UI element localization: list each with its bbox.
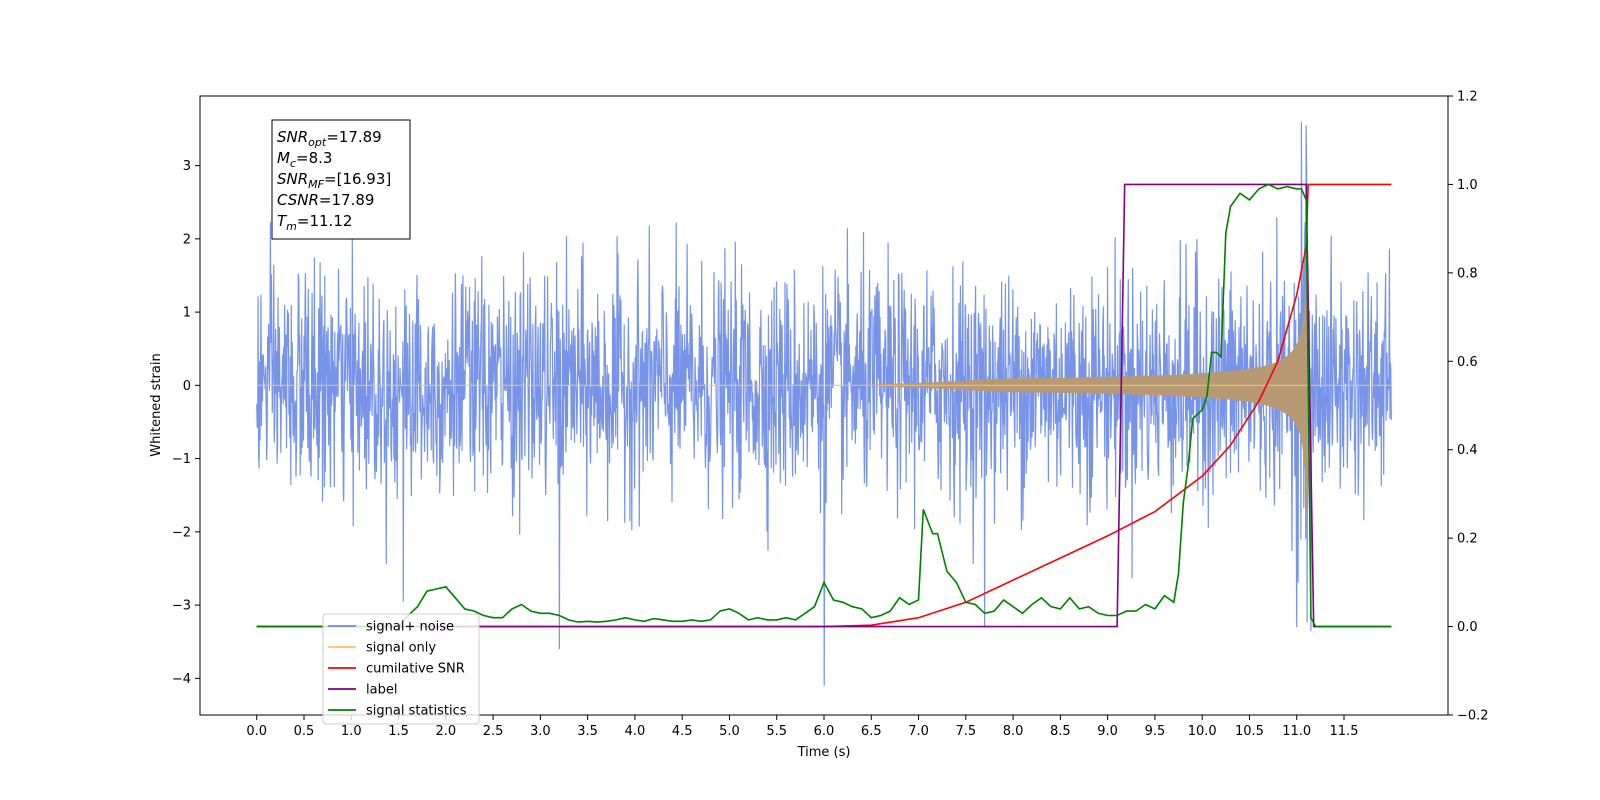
y-tick-label: −4 [172, 672, 191, 687]
x-tick-label: 9.5 [1145, 724, 1166, 739]
x-tick-label: 6.0 [814, 724, 835, 739]
series-signal-statistics [256, 183, 1392, 628]
x-tick-label: 2.5 [483, 724, 504, 739]
y2-tick-label: 0.6 [1457, 355, 1478, 370]
y2-tick-label: 0.8 [1457, 266, 1478, 281]
x-tick-label: 0.0 [246, 724, 267, 739]
legend-frame [322, 613, 480, 725]
y-axis-left: 3 2 1 0 −1 −2 −3 −4 [172, 159, 200, 687]
y2-tick-label: 1.2 [1457, 90, 1478, 105]
y2-tick-label: 0.4 [1457, 443, 1478, 458]
y-tick-label: 1 [183, 306, 191, 321]
x-tick-label: 0.5 [294, 724, 315, 739]
x-tick-label: 10.5 [1235, 724, 1264, 739]
x-tick-label: 8.0 [1003, 724, 1024, 739]
y-axis-label: Whitened strain [149, 353, 164, 456]
y-tick-label: 2 [183, 232, 191, 247]
series-signal-only [256, 231, 1392, 540]
x-tick-label: 6.5 [861, 724, 882, 739]
info-box: SNRopt=17.89Mc=8.3SNRMF=[16.93]CSNR=17.8… [271, 119, 411, 240]
legend-entry: signal only [366, 641, 436, 656]
x-tick-label: 11.0 [1282, 724, 1311, 739]
y-tick-label: −2 [172, 525, 191, 540]
y2-tick-label: 1.0 [1457, 178, 1478, 193]
x-tick-label: 4.5 [672, 724, 693, 739]
x-tick-label: 2.0 [435, 724, 456, 739]
info-line: SNRMF=[16.93] [277, 170, 391, 191]
x-tick-label: 1.5 [388, 724, 409, 739]
x-tick-label: 3.0 [530, 724, 551, 739]
plot-area [256, 121, 1392, 686]
x-tick-label: 1.0 [341, 724, 362, 739]
legend-entry: cumilative SNR [366, 662, 465, 677]
x-axis: 0.0 0.5 1.0 1.5 2.0 2.5 3.0 3.5 4.0 4.5 5.0 5.5 6.0 6… [246, 715, 1358, 739]
info-line: Mc=8.3 [277, 149, 332, 170]
info-line: CSNR=17.89 [277, 191, 374, 209]
x-tick-label: 4.0 [625, 724, 646, 739]
x-axis-label: Time (s) [797, 745, 851, 760]
x-tick-label: 7.0 [908, 724, 929, 739]
info-line: Tm=11.12 [277, 212, 352, 233]
x-tick-label: 9.0 [1097, 724, 1118, 739]
legend-entry: signal+ noise [366, 620, 454, 635]
legend-entry: label [366, 683, 397, 698]
y-tick-label: −1 [172, 452, 191, 467]
y-tick-label: 3 [183, 159, 191, 174]
info-line: SNRopt=17.89 [277, 128, 382, 149]
info-box-frame [271, 119, 411, 240]
y-tick-label: −3 [172, 599, 191, 614]
x-tick-label: 7.5 [955, 724, 976, 739]
legend-entry: signal statistics [366, 704, 467, 719]
x-tick-label: 3.5 [577, 724, 598, 739]
y2-tick-label: −0.2 [1457, 709, 1489, 724]
x-tick-label: 8.5 [1050, 724, 1071, 739]
y-tick-label: 0 [183, 379, 191, 394]
x-tick-label: 11.5 [1330, 724, 1359, 739]
series-cumilative-snr [256, 183, 1392, 628]
y2-tick-label: 0.2 [1457, 532, 1478, 547]
x-tick-label: 5.5 [766, 724, 787, 739]
right-axis-series [256, 183, 1392, 628]
x-tick-label: 5.0 [719, 724, 740, 739]
y2-tick-label: 0.0 [1457, 620, 1478, 635]
x-tick-label: 10.0 [1188, 724, 1217, 739]
legend: signal+ noise signal only cumilative SNR la… [322, 613, 480, 725]
y-axis-right: 1.2 1.0 0.8 0.6 0.4 0.2 0.0 −0.2 [1448, 90, 1489, 724]
